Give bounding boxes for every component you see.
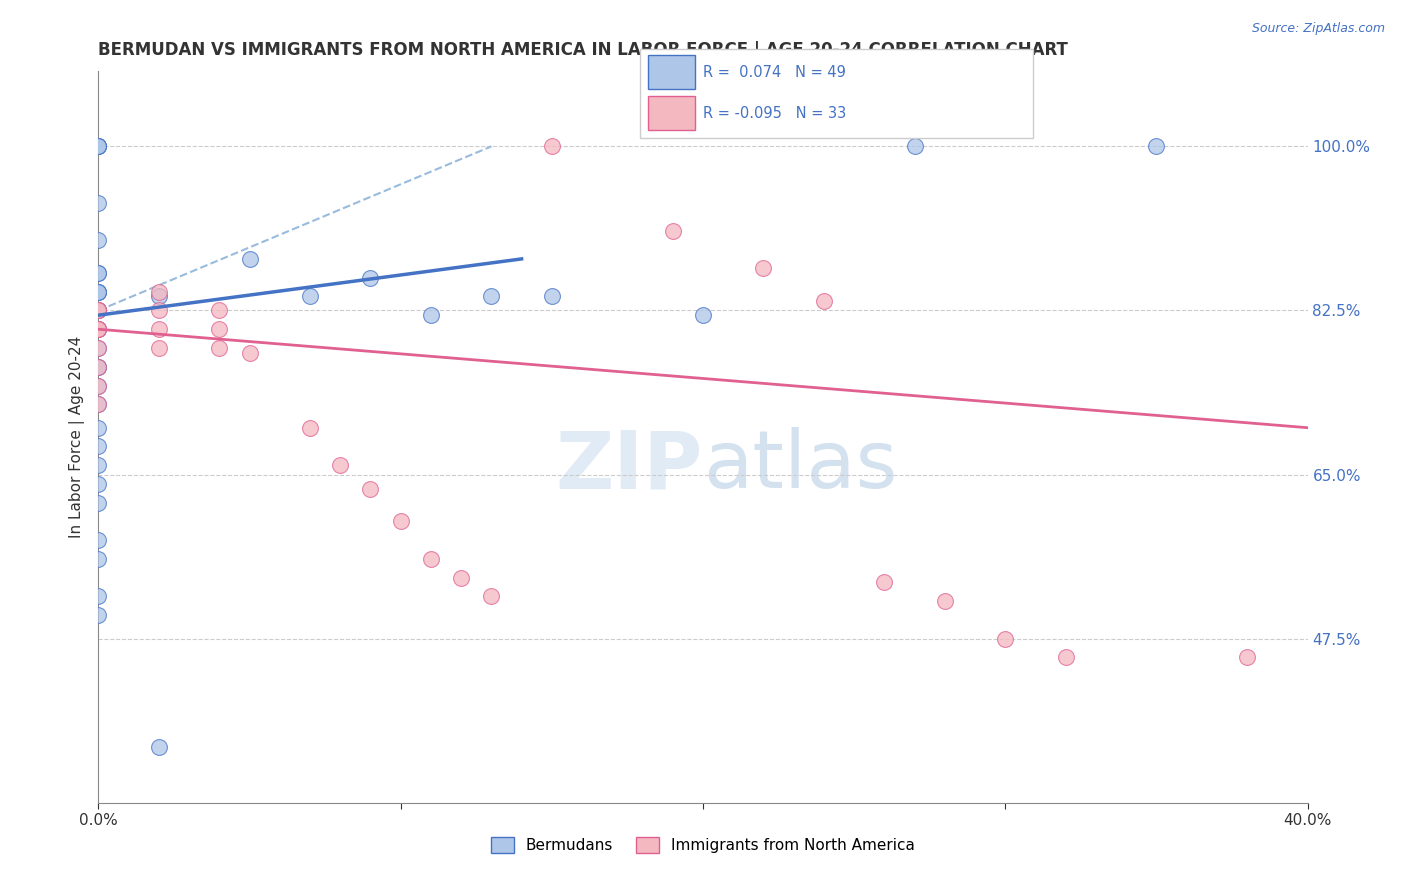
Point — [389, 515, 412, 529]
FancyBboxPatch shape — [648, 55, 695, 89]
Point — [813, 294, 835, 309]
Point — [87, 397, 110, 411]
Point — [87, 458, 110, 473]
Point — [87, 303, 110, 318]
Point — [148, 739, 170, 754]
Point — [752, 261, 775, 276]
Point — [329, 458, 352, 473]
Point — [87, 322, 110, 336]
Point — [87, 139, 110, 153]
Point — [481, 289, 503, 303]
Text: BERMUDAN VS IMMIGRANTS FROM NORTH AMERICA IN LABOR FORCE | AGE 20-24 CORRELATION: BERMUDAN VS IMMIGRANTS FROM NORTH AMERIC… — [98, 41, 1069, 59]
Point — [1144, 139, 1167, 153]
Point — [208, 322, 231, 336]
Point — [87, 477, 110, 491]
Point — [1236, 650, 1258, 665]
Point — [87, 440, 110, 454]
Point — [904, 139, 927, 153]
Text: Source: ZipAtlas.com: Source: ZipAtlas.com — [1251, 22, 1385, 36]
Point — [994, 632, 1017, 646]
Point — [87, 139, 110, 153]
Point — [87, 322, 110, 336]
Point — [87, 378, 110, 392]
Y-axis label: In Labor Force | Age 20-24: In Labor Force | Age 20-24 — [69, 336, 84, 538]
Text: ZIP: ZIP — [555, 427, 703, 506]
Point — [87, 397, 110, 411]
Point — [148, 289, 170, 303]
Point — [661, 224, 683, 238]
Point — [87, 420, 110, 434]
Point — [692, 308, 714, 322]
Point — [299, 289, 322, 303]
Point — [239, 252, 262, 266]
Point — [239, 345, 262, 359]
Point — [87, 285, 110, 299]
Point — [87, 590, 110, 604]
Point — [87, 266, 110, 280]
Point — [450, 571, 472, 585]
FancyBboxPatch shape — [648, 96, 695, 130]
Point — [148, 322, 170, 336]
Point — [87, 266, 110, 280]
Text: R = -0.095   N = 33: R = -0.095 N = 33 — [703, 106, 846, 120]
Point — [148, 341, 170, 355]
Point — [208, 303, 231, 318]
Text: R =  0.074   N = 49: R = 0.074 N = 49 — [703, 65, 845, 79]
Point — [87, 359, 110, 374]
Point — [87, 341, 110, 355]
Point — [87, 139, 110, 153]
Point — [87, 322, 110, 336]
Point — [87, 359, 110, 374]
Point — [87, 322, 110, 336]
Point — [481, 590, 503, 604]
Point — [148, 285, 170, 299]
Point — [420, 552, 443, 566]
Point — [148, 303, 170, 318]
Point — [299, 420, 322, 434]
Point — [87, 378, 110, 392]
Point — [540, 139, 562, 153]
Text: atlas: atlas — [703, 427, 897, 506]
Point — [87, 533, 110, 548]
Point — [934, 594, 956, 608]
Point — [87, 552, 110, 566]
Legend: Bermudans, Immigrants from North America: Bermudans, Immigrants from North America — [484, 830, 922, 861]
Point — [420, 308, 443, 322]
Point — [87, 285, 110, 299]
Point — [87, 303, 110, 318]
Point — [87, 341, 110, 355]
Point — [540, 289, 562, 303]
Point — [87, 303, 110, 318]
Point — [87, 285, 110, 299]
Point — [360, 482, 382, 496]
Point — [87, 303, 110, 318]
FancyBboxPatch shape — [640, 49, 1033, 138]
Point — [87, 608, 110, 623]
Point — [208, 341, 231, 355]
Point — [87, 233, 110, 247]
Point — [360, 270, 382, 285]
Point — [87, 496, 110, 510]
Point — [87, 139, 110, 153]
Point — [873, 575, 896, 590]
Point — [87, 322, 110, 336]
Point — [87, 359, 110, 374]
Point — [87, 303, 110, 318]
Point — [87, 195, 110, 210]
Point — [1054, 650, 1077, 665]
